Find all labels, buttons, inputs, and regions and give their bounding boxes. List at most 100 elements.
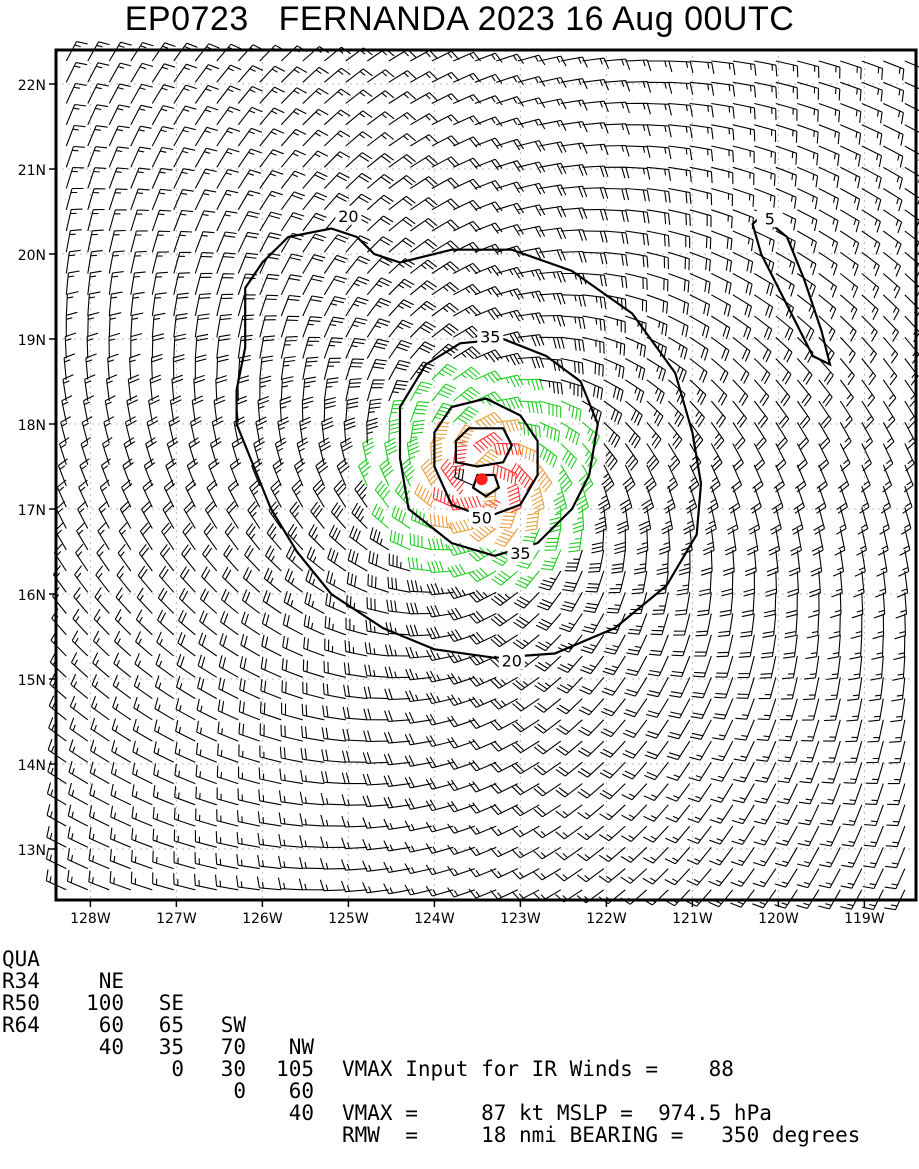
wind-barb	[202, 544, 218, 572]
wind-barb	[426, 583, 454, 596]
wind-barb	[517, 268, 545, 281]
x-tick-label: 124W	[414, 911, 455, 926]
wind-barb	[582, 379, 604, 400]
wind-barb	[689, 251, 711, 272]
wind-barb	[431, 363, 458, 381]
wind-barb	[797, 60, 820, 79]
contour-5	[751, 214, 832, 367]
wind-barb	[259, 701, 282, 721]
wind-barb	[633, 549, 648, 575]
wind-barb	[646, 421, 662, 449]
wind-barb	[175, 698, 196, 721]
wind-barb	[553, 485, 568, 514]
wind-barb	[775, 847, 798, 867]
wind-barb	[259, 86, 285, 104]
wind-barb	[108, 146, 129, 168]
wind-barb	[183, 501, 196, 529]
wind-barb	[384, 437, 398, 465]
wind-barb	[861, 251, 880, 277]
wind-barb	[624, 379, 645, 403]
wind-barb	[258, 767, 282, 785]
wind-barb	[447, 736, 475, 749]
wind-barb	[631, 570, 648, 595]
wind-barb	[239, 678, 261, 700]
wind-barb	[119, 500, 132, 529]
wind-barb	[391, 505, 411, 529]
wind-barb	[599, 804, 626, 821]
wind-barb	[388, 237, 416, 253]
table-header-se: SE	[158, 991, 184, 1015]
wind-barb	[819, 847, 841, 868]
wind-barb	[904, 209, 919, 234]
wind-barb	[780, 677, 798, 700]
wind-barb	[711, 81, 736, 97]
wind-barb	[577, 740, 605, 757]
table-row-r34: R34 100 65 70 105	[0, 948, 314, 1080]
wind-barb	[560, 443, 578, 470]
wind-barb	[754, 273, 774, 296]
wind-barb	[237, 788, 260, 806]
wind-barb	[277, 877, 303, 891]
wind-barb	[345, 276, 370, 296]
wind-barb	[108, 332, 121, 359]
wind-barb	[173, 333, 187, 359]
wind-barb	[646, 379, 665, 404]
wind-barb	[664, 889, 691, 907]
wind-barb	[688, 783, 712, 803]
wind-barb	[840, 124, 862, 145]
wind-barb	[804, 655, 820, 680]
wind-barb	[568, 528, 583, 553]
wind-barb	[366, 277, 393, 296]
wind-barb	[388, 418, 401, 444]
wind-barb	[157, 587, 175, 614]
wind-barb	[410, 49, 438, 62]
wind-barb	[161, 522, 175, 551]
wind-barb	[188, 437, 200, 465]
wind-barb	[603, 123, 630, 135]
wind-barb	[708, 868, 734, 887]
wind-barb	[216, 168, 239, 189]
wind-barb	[650, 613, 669, 636]
wind-barb	[345, 172, 372, 189]
wind-barb	[175, 719, 196, 742]
wind-barb	[752, 464, 764, 493]
wind-barb	[323, 316, 345, 338]
wind-barb	[410, 155, 438, 168]
wind-barb	[678, 549, 691, 576]
wind-barb	[732, 443, 744, 472]
wind-barb	[410, 92, 438, 104]
wind-barb	[308, 524, 325, 551]
wind-barb	[753, 379, 770, 407]
wind-barb	[516, 549, 540, 569]
wind-barb	[363, 686, 389, 700]
wind-barb	[447, 586, 475, 600]
contour-label-bg	[507, 543, 534, 563]
wind-barb	[302, 87, 329, 104]
wind-barb	[882, 209, 903, 234]
wind-barb	[154, 697, 175, 721]
wind-barb	[474, 412, 503, 429]
wind-barb	[323, 109, 351, 126]
wind-barb	[689, 358, 708, 383]
wind-barb	[133, 696, 153, 721]
contour-label: 35	[510, 544, 530, 563]
contour-label-bg	[477, 326, 504, 346]
wind-barb	[216, 189, 239, 211]
wind-barb	[744, 549, 757, 577]
wind-barb	[302, 659, 325, 678]
wind-barb	[667, 400, 685, 427]
contour-label-bg	[756, 208, 783, 228]
wind-barb	[468, 867, 497, 878]
wind-barb	[904, 145, 919, 161]
wind-barb	[711, 251, 733, 273]
wind-barb	[237, 334, 253, 359]
wind-barb	[345, 337, 366, 359]
wind-barb	[173, 272, 191, 295]
wind-barb	[865, 783, 884, 805]
wind-barb	[903, 464, 914, 493]
wind-barb	[198, 632, 218, 657]
wind-barb	[209, 437, 222, 465]
wind-barb	[711, 315, 731, 339]
wind-barb	[280, 149, 306, 168]
wind-barb	[302, 336, 321, 359]
